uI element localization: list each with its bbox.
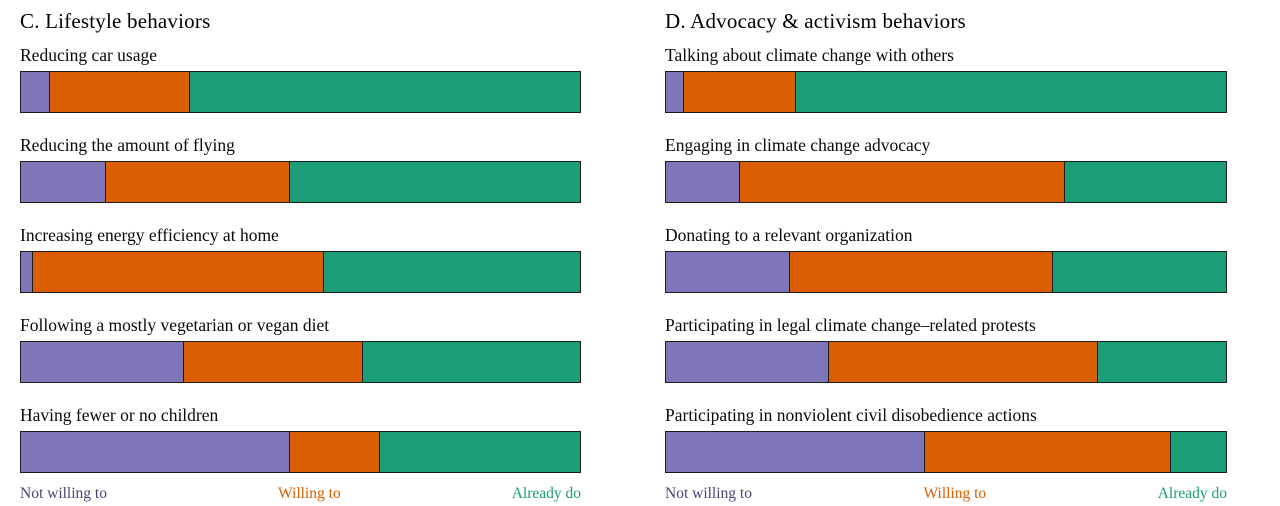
bar-rows-advocacy: Talking about climate change with others… [665, 42, 1227, 492]
bar-segment-not-willing-to [666, 342, 829, 382]
bar-segment-already-do [378, 432, 580, 472]
bar-segment-already-do [361, 342, 580, 382]
bar-label: Having fewer or no children [20, 405, 219, 425]
bar-segment-already-do [1052, 252, 1226, 292]
legend-label-not-willing-to: Not willing to [20, 485, 107, 502]
bar-segment-willing-to [923, 432, 1170, 472]
stacked-bar [665, 161, 1227, 203]
bar-segment-not-willing-to [21, 342, 184, 382]
bar-row: Donating to a relevant organization [665, 222, 1227, 312]
bar-segment-not-willing-to [21, 72, 49, 112]
legend-advocacy: Not willing to Willing to Already do [665, 484, 1227, 503]
stacked-bar [20, 251, 581, 293]
bar-segment-willing-to [682, 72, 795, 112]
bar-row: Participating in legal climate change–re… [665, 312, 1227, 402]
bar-segment-already-do [289, 162, 580, 202]
bar-segment-willing-to [738, 162, 1064, 202]
bar-segment-not-willing-to [21, 252, 33, 292]
bar-row: Increasing energy efficiency at home [20, 222, 581, 312]
panel-advocacy-behaviors: D. Advocacy & activism behaviors Talking… [665, 0, 1227, 503]
bar-segment-willing-to [789, 252, 1053, 292]
bar-segment-willing-to [104, 162, 290, 202]
bar-label: Participating in legal climate change–re… [665, 315, 1036, 335]
bar-segment-willing-to [32, 252, 323, 292]
bar-label: Reducing car usage [20, 45, 158, 65]
bar-segment-already-do [1169, 432, 1226, 472]
bar-segment-already-do [1063, 162, 1226, 202]
legend-label-already-do: Already do [1157, 485, 1227, 502]
stacked-bar [665, 341, 1227, 383]
bar-segment-already-do [322, 252, 580, 292]
bar-row: Following a mostly vegetarian or vegan d… [20, 312, 581, 402]
stacked-bar [665, 431, 1227, 473]
bar-label: Participating in nonviolent civil disobe… [665, 405, 1037, 425]
bar-row: Having fewer or no children [20, 402, 581, 492]
bar-segment-not-willing-to [21, 432, 290, 472]
bar-row: Reducing the amount of flying [20, 132, 581, 222]
bar-label: Increasing energy efficiency at home [20, 225, 279, 245]
bar-segment-not-willing-to [666, 162, 739, 202]
stacked-bar [20, 431, 581, 473]
bar-row: Participating in nonviolent civil disobe… [665, 402, 1227, 492]
bar-segment-not-willing-to [666, 432, 924, 472]
panel-lifestyle-behaviors: C. Lifestyle behaviors Reducing car usag… [20, 0, 581, 503]
panel-title-lifestyle: C. Lifestyle behaviors [20, 9, 211, 33]
bar-label: Talking about climate change with others [665, 45, 954, 65]
bar-label: Reducing the amount of flying [20, 135, 235, 155]
bar-row: Engaging in climate change advocacy [665, 132, 1227, 222]
legend-lifestyle: Not willing to Willing to Already do [20, 484, 581, 503]
bar-segment-not-willing-to [666, 252, 790, 292]
bar-segment-not-willing-to [666, 72, 683, 112]
stacked-bar [20, 71, 581, 113]
legend-label-willing-to: Willing to [278, 485, 341, 502]
bar-segment-not-willing-to [21, 162, 105, 202]
bar-segment-already-do [794, 72, 1226, 112]
stacked-bar [20, 341, 581, 383]
panel-title-advocacy: D. Advocacy & activism behaviors [665, 9, 966, 33]
legend-label-already-do: Already do [511, 485, 581, 502]
stacked-bar [665, 251, 1227, 293]
bar-segment-willing-to [289, 432, 379, 472]
legend-label-not-willing-to: Not willing to [665, 485, 752, 502]
bar-segment-willing-to [48, 72, 189, 112]
bar-segment-willing-to [828, 342, 1098, 382]
bar-label: Engaging in climate change advocacy [665, 135, 931, 155]
legend-label-willing-to: Willing to [923, 485, 987, 502]
bar-label: Donating to a relevant organization [665, 225, 913, 245]
bar-label: Following a mostly vegetarian or vegan d… [20, 315, 330, 335]
stacked-bar [20, 161, 581, 203]
bar-rows-lifestyle: Reducing car usage Reducing the amount of… [20, 42, 581, 492]
stacked-bar [665, 71, 1227, 113]
bar-row: Reducing car usage [20, 42, 581, 132]
bar-segment-willing-to [183, 342, 362, 382]
bar-segment-already-do [1097, 342, 1226, 382]
bar-segment-already-do [188, 72, 580, 112]
bar-row: Talking about climate change with others [665, 42, 1227, 132]
